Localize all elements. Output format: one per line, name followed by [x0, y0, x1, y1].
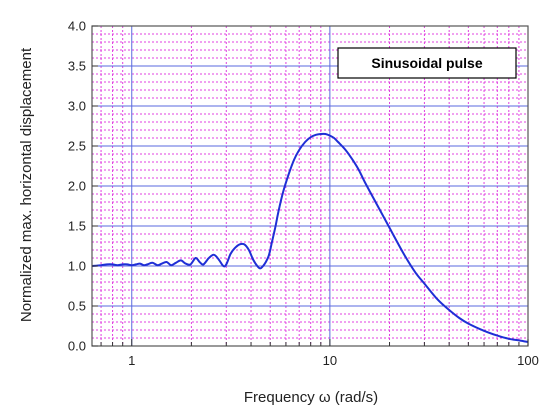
y-tick-label: 1.0 [68, 259, 86, 274]
y-tick-label: 3.0 [68, 99, 86, 114]
x-axis-label: Frequency ω (rad/s) [244, 389, 378, 406]
tick-marks [92, 25, 529, 347]
series-line [91, 132, 529, 343]
y-tick-label: 3.5 [68, 59, 86, 74]
x-tick-label: 1 [128, 353, 135, 368]
annotation-box: Sinusoidal pulse [337, 47, 517, 79]
annotation-text: Sinusoidal pulse [371, 55, 482, 71]
y-tick-labels: 0.0 0.5 1.0 1.5 2.0 2.5 3.0 3.5 4.0 [68, 19, 86, 354]
x-tick-label: 10 [323, 353, 337, 368]
y-tick-label: 0.5 [68, 299, 86, 314]
y-tick-label: 4.0 [68, 19, 86, 34]
annotation-frame [337, 47, 517, 79]
series-layer [91, 132, 529, 343]
y-axis-label: Normalized max. horizontal displacement [18, 47, 35, 322]
x-tick-label: 100 [517, 353, 539, 368]
y-tick-label: 1.5 [68, 219, 86, 234]
y-tick-label: 2.0 [68, 179, 86, 194]
y-tick-label: 0.0 [68, 339, 86, 354]
y-tick-label: 2.5 [68, 139, 86, 154]
x-tick-labels: 1 10 100 [128, 353, 539, 368]
